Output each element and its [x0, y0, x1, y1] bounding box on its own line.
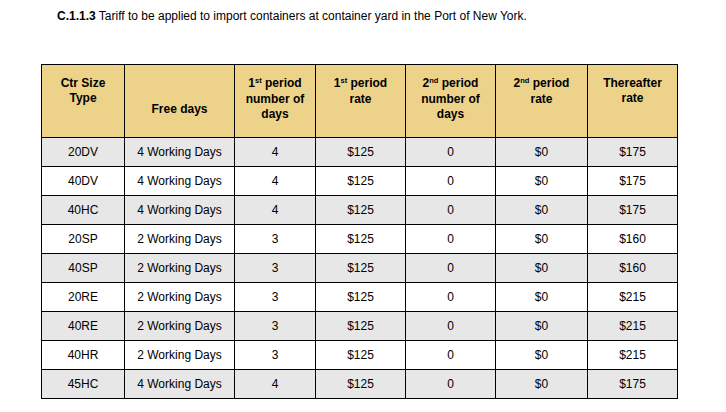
table-cell: 0: [406, 312, 496, 341]
col-header-superscript: nd: [520, 76, 529, 85]
table-cell: $175: [588, 138, 678, 167]
col-header-text: 1: [334, 76, 341, 90]
tariff-table: Ctr Size Type Free days 1st period numbe…: [41, 64, 678, 399]
section-title-text: Tariff to be applied to import container…: [99, 9, 527, 23]
table-cell: $125: [316, 225, 406, 254]
table-cell: $0: [496, 225, 588, 254]
table-cell: $125: [316, 138, 406, 167]
table-cell: 4: [235, 196, 316, 225]
table-row: 40RE2 Working Days3$1250$0$215: [42, 312, 678, 341]
table-cell: 3: [235, 254, 316, 283]
col-header-superscript: st: [341, 76, 348, 85]
col-header-text: Free days: [151, 102, 207, 116]
table-cell: $160: [588, 254, 678, 283]
table-cell: 2 Working Days: [125, 225, 235, 254]
table-cell: 3: [235, 283, 316, 312]
col-header-1st-period-days: 1st period number of days: [235, 65, 316, 138]
table-cell: 40RE: [42, 312, 125, 341]
table-cell: 20SP: [42, 225, 125, 254]
table-cell: $160: [588, 225, 678, 254]
table-row: 40SP2 Working Days3$1250$0$160: [42, 254, 678, 283]
table-cell: $175: [588, 370, 678, 399]
table-cell: 0: [406, 167, 496, 196]
table-cell: $0: [496, 341, 588, 370]
table-cell: 0: [406, 341, 496, 370]
table-cell: $125: [316, 370, 406, 399]
table-cell: $175: [588, 167, 678, 196]
col-header-2nd-period-days: 2nd period number of days: [406, 65, 496, 138]
table-cell: 3: [235, 312, 316, 341]
table-cell: $125: [316, 196, 406, 225]
table-cell: $125: [316, 167, 406, 196]
table-cell: 4: [235, 138, 316, 167]
table-cell: 4: [235, 167, 316, 196]
table-cell: $125: [316, 312, 406, 341]
col-header-2nd-period-rate: 2nd period rate: [496, 65, 588, 138]
table-cell: $125: [316, 254, 406, 283]
col-header-text: Thereafter rate: [603, 76, 662, 105]
table-cell: 0: [406, 225, 496, 254]
document-page: C.1.1.3 Tariff to be applied to import c…: [0, 0, 726, 412]
table-cell: $0: [496, 167, 588, 196]
table-cell: $215: [588, 312, 678, 341]
table-cell: $0: [496, 312, 588, 341]
table-cell: 4 Working Days: [125, 196, 235, 225]
table-row: 20DV4 Working Days4$1250$0$175: [42, 138, 678, 167]
table-cell: $215: [588, 341, 678, 370]
table-cell: 4 Working Days: [125, 138, 235, 167]
tariff-table-body: 20DV4 Working Days4$1250$0$17540DV4 Work…: [42, 138, 678, 399]
table-row: 40HC4 Working Days4$1250$0$175: [42, 196, 678, 225]
table-cell: 40HC: [42, 196, 125, 225]
col-header-free-days: Free days: [125, 65, 235, 138]
col-header-superscript: st: [255, 76, 262, 85]
table-cell: $0: [496, 196, 588, 225]
table-cell: 0: [406, 370, 496, 399]
table-cell: 2 Working Days: [125, 341, 235, 370]
table-cell: 2 Working Days: [125, 312, 235, 341]
col-header-text: 1: [248, 76, 255, 90]
table-cell: 0: [406, 283, 496, 312]
section-number: C.1.1.3: [57, 9, 96, 23]
table-cell: $175: [588, 196, 678, 225]
table-cell: 45HC: [42, 370, 125, 399]
table-header-row: Ctr Size Type Free days 1st period numbe…: [42, 65, 678, 138]
table-cell: 20DV: [42, 138, 125, 167]
table-cell: $0: [496, 370, 588, 399]
table-cell: 40DV: [42, 167, 125, 196]
table-cell: 40HR: [42, 341, 125, 370]
table-row: 20RE2 Working Days3$1250$0$215: [42, 283, 678, 312]
table-cell: 0: [406, 138, 496, 167]
table-cell: $215: [588, 283, 678, 312]
col-header-text: period rate: [347, 76, 387, 106]
table-cell: 4: [235, 370, 316, 399]
table-cell: 40SP: [42, 254, 125, 283]
col-header-text: Ctr Size Type: [61, 76, 106, 105]
table-cell: $0: [496, 138, 588, 167]
table-cell: 0: [406, 196, 496, 225]
table-row: 20SP2 Working Days3$1250$0$160: [42, 225, 678, 254]
table-cell: 3: [235, 341, 316, 370]
table-cell: 2 Working Days: [125, 254, 235, 283]
col-header-1st-period-rate: 1st period rate: [316, 65, 406, 138]
table-cell: 4 Working Days: [125, 370, 235, 399]
col-header-superscript: nd: [429, 76, 438, 85]
table-cell: $125: [316, 341, 406, 370]
table-row: 40HR2 Working Days3$1250$0$215: [42, 341, 678, 370]
col-header-thereafter-rate: Thereafter rate: [588, 65, 678, 138]
table-cell: 20RE: [42, 283, 125, 312]
table-cell: 0: [406, 254, 496, 283]
table-cell: 2 Working Days: [125, 283, 235, 312]
table-cell: 3: [235, 225, 316, 254]
table-cell: $125: [316, 283, 406, 312]
table-cell: $0: [496, 254, 588, 283]
table-cell: 4 Working Days: [125, 167, 235, 196]
col-header-text: period rate: [529, 76, 569, 106]
table-cell: $0: [496, 283, 588, 312]
section-title: C.1.1.3 Tariff to be applied to import c…: [57, 9, 527, 24]
col-header-ctr-size-type: Ctr Size Type: [42, 65, 125, 138]
table-row: 40DV4 Working Days4$1250$0$175: [42, 167, 678, 196]
table-row: 45HC4 Working Days4$1250$0$175: [42, 370, 678, 399]
